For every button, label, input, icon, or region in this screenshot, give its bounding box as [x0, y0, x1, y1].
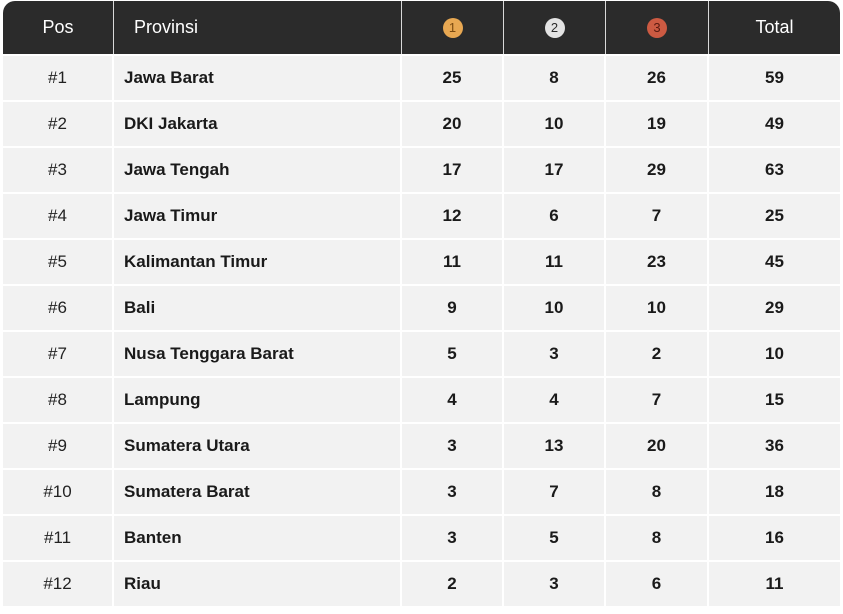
table-header: Pos Provinsi 1 2 3 Total	[3, 1, 840, 54]
row-province: Jawa Timur	[114, 192, 402, 238]
row-position: #9	[3, 422, 114, 468]
medal-standings-table: Pos Provinsi 1 2 3 Total #1 Jawa Barat 2…	[3, 1, 840, 613]
row-province: DKI Jakarta	[114, 100, 402, 146]
table-row: #6 Bali 9 10 10 29	[3, 284, 840, 330]
table-row: #7 Nusa Tenggara Barat 5 3 2 10	[3, 330, 840, 376]
row-province: Jawa Tengah	[114, 146, 402, 192]
row-bronze: 8	[606, 514, 709, 560]
row-position: #2	[3, 100, 114, 146]
row-total: 18	[709, 468, 840, 514]
table-row: #5 Kalimantan Timur 11 11 23 45	[3, 238, 840, 284]
row-gold: 3	[402, 514, 504, 560]
row-province: Riau	[114, 560, 402, 606]
table-row: #8 Lampung 4 4 7 15	[3, 376, 840, 422]
row-gold: 11	[402, 238, 504, 284]
row-position: #1	[3, 54, 114, 100]
row-gold: 2	[402, 560, 504, 606]
row-total: 10	[709, 330, 840, 376]
row-total: 29	[709, 284, 840, 330]
row-total: 16	[709, 514, 840, 560]
row-silver: 6	[504, 192, 606, 238]
row-bronze: 6	[606, 560, 709, 606]
row-province: Sumatera Utara	[114, 422, 402, 468]
row-total: 49	[709, 100, 840, 146]
table-row: #9 Sumatera Utara 3 13 20 36	[3, 422, 840, 468]
row-total: 36	[709, 422, 840, 468]
table-row: #10 Sumatera Barat 3 7 8 18	[3, 468, 840, 514]
row-province: Jawa Barat	[114, 54, 402, 100]
row-total: 15	[709, 376, 840, 422]
row-position: #4	[3, 192, 114, 238]
row-province: Sumatera Barat	[114, 468, 402, 514]
row-gold: 3	[402, 468, 504, 514]
header-gold: 1	[402, 1, 504, 54]
row-bronze: 7	[606, 376, 709, 422]
row-bronze: 20	[606, 422, 709, 468]
row-silver: 5	[504, 514, 606, 560]
row-bronze: 23	[606, 238, 709, 284]
table-row: #2 DKI Jakarta 20 10 19 49	[3, 100, 840, 146]
row-position: #6	[3, 284, 114, 330]
row-total: 25	[709, 192, 840, 238]
header-row: Pos Provinsi 1 2 3 Total	[3, 1, 840, 54]
row-bronze: 10	[606, 284, 709, 330]
row-position: #7	[3, 330, 114, 376]
row-silver: 10	[504, 100, 606, 146]
row-province: Bali	[114, 284, 402, 330]
table-row: #3 Jawa Tengah 17 17 29 63	[3, 146, 840, 192]
row-gold: 4	[402, 376, 504, 422]
row-silver: 3	[504, 330, 606, 376]
row-bronze: 19	[606, 100, 709, 146]
row-silver: 13	[504, 422, 606, 468]
row-silver: 7	[504, 468, 606, 514]
header-silver: 2	[504, 1, 606, 54]
bronze-medal-icon: 3	[647, 18, 667, 39]
row-bronze: 29	[606, 146, 709, 192]
row-gold: 3	[402, 422, 504, 468]
row-silver: 4	[504, 376, 606, 422]
row-position: #8	[3, 376, 114, 422]
row-total: 59	[709, 54, 840, 100]
gold-medal-icon: 1	[442, 18, 463, 39]
table-row: #11 Banten 3 5 8 16	[3, 514, 840, 560]
row-gold: 9	[402, 284, 504, 330]
row-bronze: 7	[606, 192, 709, 238]
row-province: Lampung	[114, 376, 402, 422]
row-total: 45	[709, 238, 840, 284]
header-bronze: 3	[606, 1, 709, 54]
row-province: Banten	[114, 514, 402, 560]
row-position: #10	[3, 468, 114, 514]
row-gold: 5	[402, 330, 504, 376]
row-gold: 17	[402, 146, 504, 192]
row-silver: 11	[504, 238, 606, 284]
row-total: 11	[709, 560, 840, 606]
row-position: #3	[3, 146, 114, 192]
row-gold: 20	[402, 100, 504, 146]
row-total: 63	[709, 146, 840, 192]
row-silver: 8	[504, 54, 606, 100]
row-silver: 10	[504, 284, 606, 330]
row-silver: 3	[504, 560, 606, 606]
row-position: #5	[3, 238, 114, 284]
row-gold: 25	[402, 54, 504, 100]
table-row: #1 Jawa Barat 25 8 26 59	[3, 54, 840, 100]
row-position: #12	[3, 560, 114, 606]
row-bronze: 26	[606, 54, 709, 100]
header-pos: Pos	[3, 1, 114, 54]
header-total: Total	[709, 1, 840, 54]
row-bronze: 8	[606, 468, 709, 514]
row-province: Nusa Tenggara Barat	[114, 330, 402, 376]
row-province: Kalimantan Timur	[114, 238, 402, 284]
header-province: Provinsi	[114, 1, 402, 54]
row-bronze: 2	[606, 330, 709, 376]
row-position: #11	[3, 514, 114, 560]
table-row: #12 Riau 2 3 6 11	[3, 560, 840, 606]
row-gold: 12	[402, 192, 504, 238]
row-silver: 17	[504, 146, 606, 192]
table-body: #1 Jawa Barat 25 8 26 59 #2 DKI Jakarta …	[3, 54, 840, 606]
silver-medal-icon: 2	[544, 18, 565, 39]
medal-table: Pos Provinsi 1 2 3 Total #1 Jawa Barat 2…	[3, 1, 840, 606]
table-row: #4 Jawa Timur 12 6 7 25	[3, 192, 840, 238]
